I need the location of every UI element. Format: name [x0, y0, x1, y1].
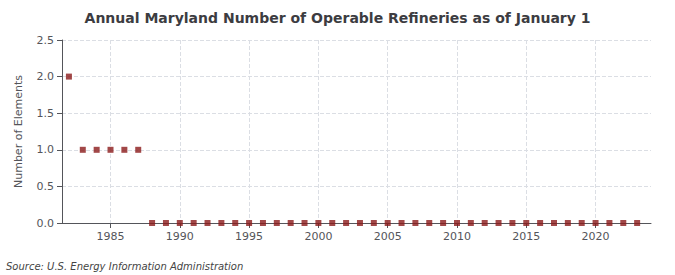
svg-text:2010: 2010 [443, 230, 471, 243]
svg-text:2020: 2020 [582, 230, 610, 243]
svg-text:Number of Elements: Number of Elements [12, 75, 25, 188]
svg-text:2015: 2015 [512, 230, 540, 243]
svg-text:1.5: 1.5 [37, 107, 55, 120]
svg-text:2005: 2005 [374, 230, 402, 243]
svg-text:1990: 1990 [166, 230, 194, 243]
svg-text:2000: 2000 [304, 230, 332, 243]
svg-text:Annual Maryland Number of Oper: Annual Maryland Number of Operable Refin… [85, 10, 591, 26]
svg-text:0.0: 0.0 [37, 217, 55, 230]
svg-text:1.0: 1.0 [37, 143, 55, 156]
svg-text:Source: U.S. Energy Informatio: Source: U.S. Energy Information Administ… [6, 261, 243, 272]
svg-text:1985: 1985 [97, 230, 125, 243]
svg-text:0.5: 0.5 [37, 180, 55, 193]
svg-text:1995: 1995 [235, 230, 263, 243]
svg-text:2.0: 2.0 [37, 70, 55, 83]
svg-text:2.5: 2.5 [37, 34, 55, 47]
